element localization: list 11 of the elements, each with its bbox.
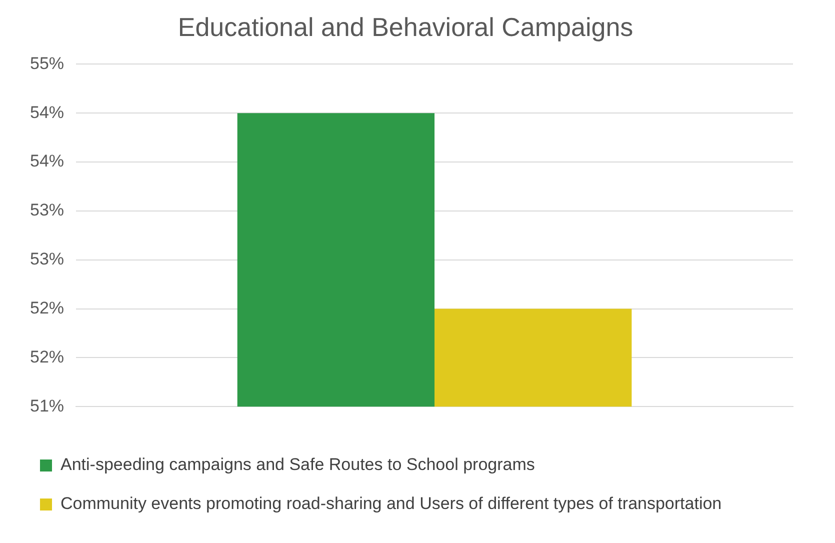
y-tick-label: 54% <box>30 152 64 171</box>
y-tick-label: 55% <box>30 54 64 73</box>
y-tick-label: 52% <box>30 298 64 318</box>
y-tick-label: 53% <box>30 250 64 269</box>
chart-title: Educational and Behavioral Campaigns <box>178 12 634 42</box>
legend-label: Community events promoting road-sharing and Users of different types of transportation <box>60 494 722 514</box>
y-tick-label: 53% <box>30 200 64 220</box>
y-tick-label: 54% <box>30 102 64 122</box>
y-tick-label: 51% <box>30 396 64 416</box>
legend-label: Anti-speeding campaigns and Safe Routes to School programs <box>60 455 535 474</box>
y-tick-label: 52% <box>30 347 64 366</box>
